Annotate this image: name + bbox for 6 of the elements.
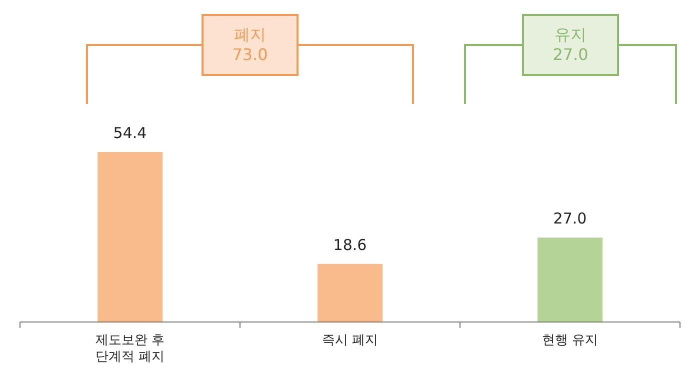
x-tick-label: 현행 유지	[542, 333, 598, 348]
data-label: 18.6	[333, 236, 367, 254]
data-label: 54.4	[113, 124, 147, 142]
x-tick-label: 즉시 폐지	[322, 333, 378, 348]
data-label: 27.0	[553, 210, 587, 228]
x-tick-label: 제도보완 후 단계적 폐지	[95, 333, 165, 364]
